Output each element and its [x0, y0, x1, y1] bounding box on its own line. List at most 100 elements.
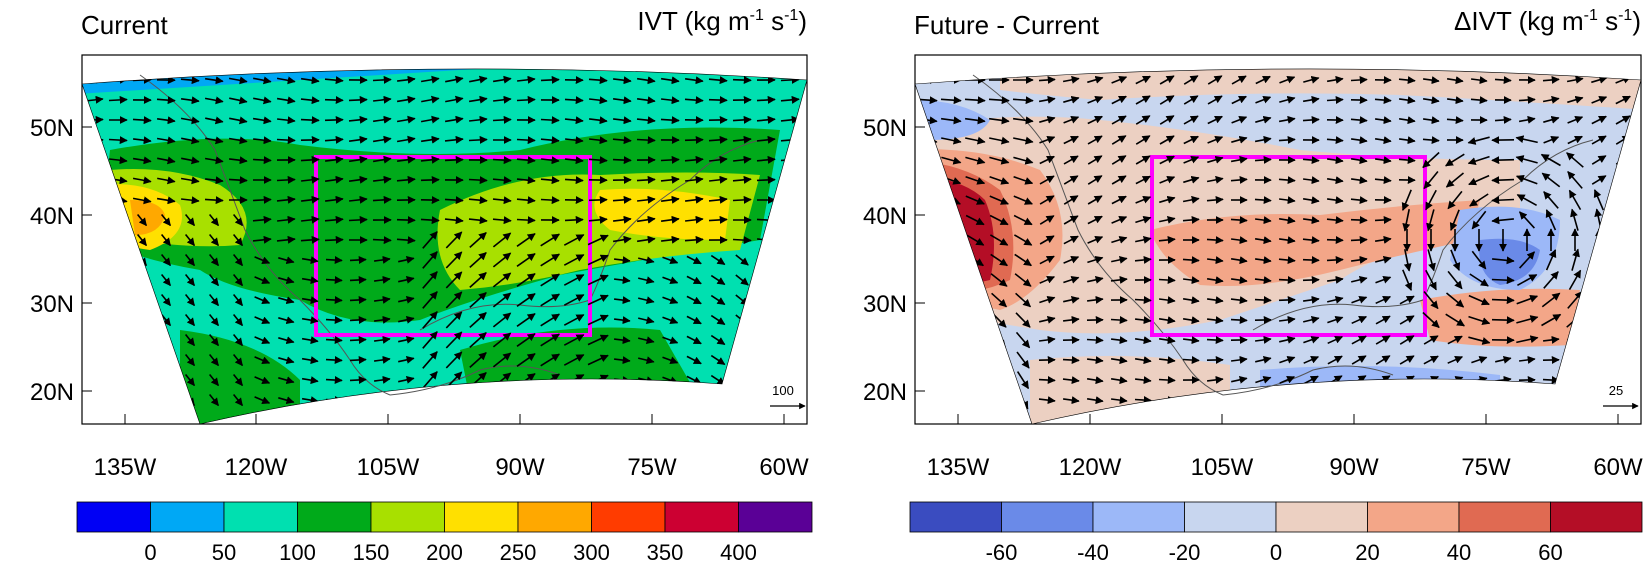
vector-arrow	[232, 214, 244, 227]
vector-arrow	[208, 234, 220, 247]
lon-label-105w: 105W	[1191, 454, 1254, 481]
vector-arrow	[1014, 253, 1032, 267]
vector-arrow	[1063, 175, 1079, 185]
vector-arrow	[1110, 356, 1128, 365]
vector-arrow	[1087, 195, 1103, 205]
vector-arrow	[732, 115, 752, 124]
lat-label-50n: 50N	[863, 115, 907, 142]
vector-arrow	[733, 155, 752, 164]
vector-arrow	[756, 155, 776, 164]
vector-arrow	[1326, 196, 1344, 205]
units-exp-2: -1	[784, 7, 798, 24]
vector-arrow	[492, 216, 512, 225]
colorbar-swatch	[1275, 501, 1368, 533]
vector-arrow	[1063, 135, 1079, 145]
vector-arrow	[1206, 236, 1224, 245]
ivt-field	[82, 68, 807, 424]
vector-arrow	[301, 356, 319, 365]
vector-arrow	[301, 296, 319, 305]
vector-arrow	[324, 135, 344, 144]
vector-arrow	[1182, 256, 1200, 265]
vector-arrow	[686, 355, 702, 365]
vector-arrow	[184, 274, 196, 287]
vector-arrow	[1470, 96, 1488, 105]
vector-arrow	[1593, 189, 1605, 211]
vector-arrow	[686, 275, 702, 285]
vector-arrow	[965, 156, 986, 165]
vector-arrow	[965, 136, 986, 145]
vector-arrow	[1039, 135, 1056, 144]
vector-arrow	[636, 76, 656, 85]
vector-arrow	[1255, 95, 1272, 104]
vector-arrow	[1398, 136, 1416, 145]
vector-arrow	[132, 176, 152, 185]
vector-arrow	[1403, 249, 1412, 272]
vector-arrow	[1182, 356, 1200, 365]
vector-arrow	[1567, 95, 1584, 104]
vector-arrow	[468, 135, 488, 144]
vector-arrow	[1039, 295, 1056, 304]
vector-arrow	[208, 274, 220, 287]
vector-arrow	[661, 235, 680, 244]
vector-arrow	[709, 155, 728, 164]
vector-arrow	[444, 115, 464, 124]
vector-arrow	[372, 75, 392, 84]
vector-arrow	[1591, 75, 1608, 84]
vector-arrow	[372, 195, 392, 204]
vector-arrow	[1375, 315, 1391, 325]
vector-arrow	[1087, 356, 1104, 365]
vector-arrow	[1445, 172, 1465, 188]
vector-arrow	[710, 354, 726, 366]
vector-arrow	[516, 333, 536, 347]
vector-arrow	[708, 195, 728, 204]
vector-arrow	[1302, 295, 1320, 304]
vector-arrow	[732, 76, 752, 85]
vector-arrow	[420, 216, 440, 225]
vector-arrow	[732, 195, 752, 204]
vector-arrow	[445, 311, 463, 329]
vector-arrow	[349, 295, 367, 304]
vector-arrow	[1351, 355, 1367, 365]
vector-arrow	[492, 272, 512, 288]
vector-arrow	[232, 294, 244, 307]
vector-arrow	[686, 315, 702, 325]
vector-arrow	[324, 215, 344, 224]
vector-arrow	[1567, 135, 1583, 145]
vector-arrow	[612, 195, 632, 204]
vector-arrow	[1182, 296, 1200, 305]
vector-arrow	[1039, 276, 1056, 284]
colorbar-tick-label: 400	[720, 540, 757, 561]
vector-arrow	[1183, 175, 1200, 184]
vector-arrow	[1351, 315, 1368, 325]
vector-arrow	[108, 136, 128, 145]
vector-arrow	[181, 136, 200, 145]
vector-arrow	[1516, 294, 1539, 305]
vector-arrow	[373, 335, 391, 344]
vector-arrow	[1374, 235, 1392, 244]
vector-arrow	[516, 233, 536, 247]
vector-arrow	[1591, 175, 1607, 185]
vector-arrow	[276, 235, 296, 244]
vector-arrow	[1471, 210, 1487, 230]
vector-arrow	[1039, 175, 1055, 185]
vector-arrow	[1086, 376, 1104, 385]
vector-arrow	[208, 374, 220, 387]
vector-arrow	[516, 136, 536, 145]
vector-arrow	[1039, 115, 1056, 124]
vector-arrow	[232, 254, 244, 267]
coastline-gulf	[419, 139, 761, 331]
vector-arrow	[1111, 215, 1128, 224]
vector-arrow	[1399, 335, 1415, 345]
vector-arrow	[1230, 316, 1248, 325]
vector-arrow	[1469, 273, 1489, 287]
lon-label-120w: 120W	[1059, 454, 1122, 481]
vector-arrow	[1063, 315, 1080, 324]
lon-label-90w: 90W	[1329, 454, 1379, 481]
vector-arrow	[252, 116, 272, 125]
vector-arrow	[1278, 216, 1296, 225]
vector-arrow	[1230, 276, 1248, 285]
vector-arrow	[1515, 135, 1538, 144]
vector-arrow	[301, 215, 320, 224]
vector-arrow	[1087, 75, 1104, 84]
vector-arrow	[300, 96, 320, 105]
